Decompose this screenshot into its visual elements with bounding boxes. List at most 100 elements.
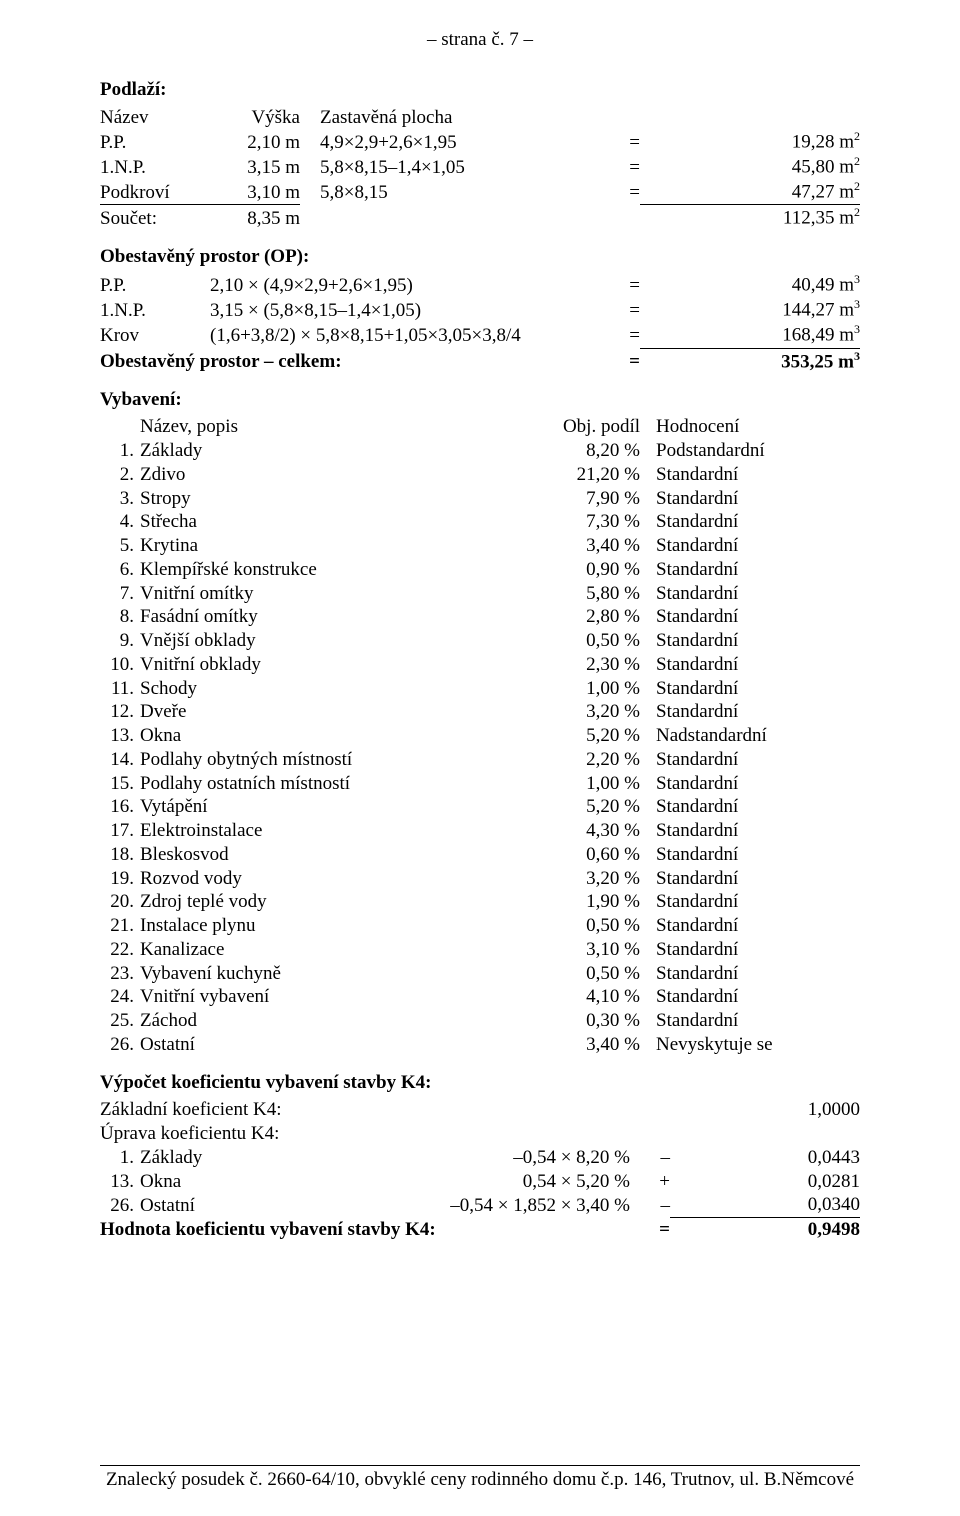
table-row: 1.Základy8,20 %Podstandardní bbox=[100, 439, 860, 463]
table-row: 25.Záchod0,30 %Standardní bbox=[100, 1009, 860, 1033]
row-num: 7. bbox=[100, 582, 140, 606]
row-name: P.P. bbox=[100, 129, 210, 154]
row-rating: Standardní bbox=[640, 843, 860, 867]
row-num: 11. bbox=[100, 677, 140, 701]
row-h: 2,10 m bbox=[210, 129, 300, 154]
table-row: 3.Stropy7,90 %Standardní bbox=[100, 487, 860, 511]
row-rating: Nadstandardní bbox=[640, 724, 860, 748]
podlazi-title: Podlaží: bbox=[100, 78, 860, 102]
row-pct: 0,90 % bbox=[530, 558, 640, 582]
row-pct: 2,20 % bbox=[530, 748, 640, 772]
op-title: Obestavěný prostor (OP): bbox=[100, 245, 860, 269]
koef-result-eq: = bbox=[630, 1218, 670, 1242]
row-rating: Standardní bbox=[640, 795, 860, 819]
table-row: 6.Klempířské konstrukce0,90 %Standardní bbox=[100, 558, 860, 582]
row-num: 24. bbox=[100, 985, 140, 1009]
op-sum-eq: = bbox=[600, 348, 640, 374]
sum-label: Součet: bbox=[100, 205, 210, 231]
row-val: 0,0443 bbox=[670, 1146, 860, 1170]
row-expr: (1,6+3,8/2) × 5,8×8,15+1,05×3,05×3,8/4 bbox=[210, 322, 600, 348]
row-pct: 3,10 % bbox=[530, 938, 640, 962]
table-row: 12.Dveře3,20 %Standardní bbox=[100, 700, 860, 724]
row-label: Rozvod vody bbox=[140, 867, 530, 891]
row-label: Vnitřní omítky bbox=[140, 582, 530, 606]
col-nazev-popis: Název, popis bbox=[140, 415, 530, 439]
row-rating: Standardní bbox=[640, 985, 860, 1009]
row-num: 17. bbox=[100, 819, 140, 843]
row-pct: 7,30 % bbox=[530, 510, 640, 534]
row-pct: 0,60 % bbox=[530, 843, 640, 867]
row-rating: Standardní bbox=[640, 962, 860, 986]
op-sum-row: Obestavěný prostor – celkem: = 353,25 m3 bbox=[100, 348, 860, 374]
row-h: 3,10 m bbox=[210, 179, 300, 205]
row-val: 0,0340 bbox=[670, 1193, 860, 1217]
table-row: P.P.2,10 m4,9×2,9+2,6×1,95=19,28 m2 bbox=[100, 129, 860, 154]
row-expr: 3,15 × (5,8×8,15–1,4×1,05) bbox=[210, 297, 600, 322]
page-header: – strana č. 7 – bbox=[100, 28, 860, 52]
table-row: 14.Podlahy obytných místností2,20 %Stand… bbox=[100, 748, 860, 772]
koef-adj-label: Úprava koeficientu K4: bbox=[100, 1122, 860, 1146]
row-rating: Standardní bbox=[640, 677, 860, 701]
table-row: 16.Vytápění5,20 %Standardní bbox=[100, 795, 860, 819]
row-expr: 5,8×8,15 bbox=[300, 179, 600, 205]
row-num: 21. bbox=[100, 914, 140, 938]
row-label: Základy bbox=[140, 439, 530, 463]
koef-base-row: Základní koeficient K4: 1,0000 bbox=[100, 1098, 860, 1122]
row-num: 3. bbox=[100, 487, 140, 511]
row-expr: –0,54 × 8,20 % bbox=[350, 1146, 630, 1170]
row-pct: 1,00 % bbox=[530, 677, 640, 701]
row-num: 2. bbox=[100, 463, 140, 487]
row-eq: = bbox=[600, 272, 640, 297]
table-row: 5.Krytina3,40 %Standardní bbox=[100, 534, 860, 558]
row-label: Krytina bbox=[140, 534, 530, 558]
row-eq: = bbox=[600, 179, 640, 205]
row-pct: 0,50 % bbox=[530, 629, 640, 653]
table-row: 1.N.P.3,15 × (5,8×8,15–1,4×1,05)=144,27 … bbox=[100, 297, 860, 322]
row-num: 13. bbox=[100, 724, 140, 748]
row-label: Vybavení kuchyně bbox=[140, 962, 530, 986]
row-num: 19. bbox=[100, 867, 140, 891]
table-row: 2.Zdivo21,20 %Standardní bbox=[100, 463, 860, 487]
row-label: Instalace plynu bbox=[140, 914, 530, 938]
row-label: Zdroj teplé vody bbox=[140, 890, 530, 914]
row-pct: 7,90 % bbox=[530, 487, 640, 511]
row-pct: 3,40 % bbox=[530, 534, 640, 558]
row-expr: –0,54 × 1,852 × 3,40 % bbox=[350, 1193, 630, 1217]
row-rating: Standardní bbox=[640, 510, 860, 534]
table-row: 9.Vnější obklady0,50 %Standardní bbox=[100, 629, 860, 653]
row-label: Vytápění bbox=[140, 795, 530, 819]
op-table: P.P.2,10 × (4,9×2,9+2,6×1,95)=40,49 m31.… bbox=[100, 272, 860, 373]
row-label: Vnitřní vybavení bbox=[140, 985, 530, 1009]
row-val: 0,0281 bbox=[670, 1170, 860, 1194]
table-row: 8.Fasádní omítky2,80 %Standardní bbox=[100, 605, 860, 629]
row-expr: 2,10 × (4,9×2,9+2,6×1,95) bbox=[210, 272, 600, 297]
table-row: 24.Vnitřní vybavení4,10 %Standardní bbox=[100, 985, 860, 1009]
row-eq: = bbox=[600, 297, 640, 322]
koef-table: Základní koeficient K4: 1,0000 Úprava ko… bbox=[100, 1098, 860, 1242]
row-label: Základy bbox=[140, 1146, 350, 1170]
row-rating: Standardní bbox=[640, 558, 860, 582]
row-label: Kanalizace bbox=[140, 938, 530, 962]
col-hodnoceni: Hodnocení bbox=[640, 415, 860, 439]
row-rating: Podstandardní bbox=[640, 439, 860, 463]
table-header-row: Název, popis Obj. podíl Hodnocení bbox=[100, 415, 860, 439]
table-row: 13.Okna0,54 × 5,20 %+0,0281 bbox=[100, 1170, 860, 1194]
row-num: 8. bbox=[100, 605, 140, 629]
table-row: 20.Zdroj teplé vody1,90 %Standardní bbox=[100, 890, 860, 914]
row-val: 144,27 m3 bbox=[640, 297, 860, 322]
row-num: 15. bbox=[100, 772, 140, 796]
row-label: Záchod bbox=[140, 1009, 530, 1033]
row-label: Bleskosvod bbox=[140, 843, 530, 867]
row-h: 3,15 m bbox=[210, 154, 300, 179]
row-pct: 5,80 % bbox=[530, 582, 640, 606]
table-row: 23.Vybavení kuchyně0,50 %Standardní bbox=[100, 962, 860, 986]
row-label: Dveře bbox=[140, 700, 530, 724]
table-row: 17.Elektroinstalace4,30 %Standardní bbox=[100, 819, 860, 843]
row-expr: 4,9×2,9+2,6×1,95 bbox=[300, 129, 600, 154]
row-rating: Standardní bbox=[640, 463, 860, 487]
table-row: 26.Ostatní–0,54 × 1,852 × 3,40 %–0,0340 bbox=[100, 1193, 860, 1217]
table-row: 11.Schody1,00 %Standardní bbox=[100, 677, 860, 701]
row-rating: Standardní bbox=[640, 748, 860, 772]
row-expr: 5,8×8,15–1,4×1,05 bbox=[300, 154, 600, 179]
row-name: 1.N.P. bbox=[100, 154, 210, 179]
